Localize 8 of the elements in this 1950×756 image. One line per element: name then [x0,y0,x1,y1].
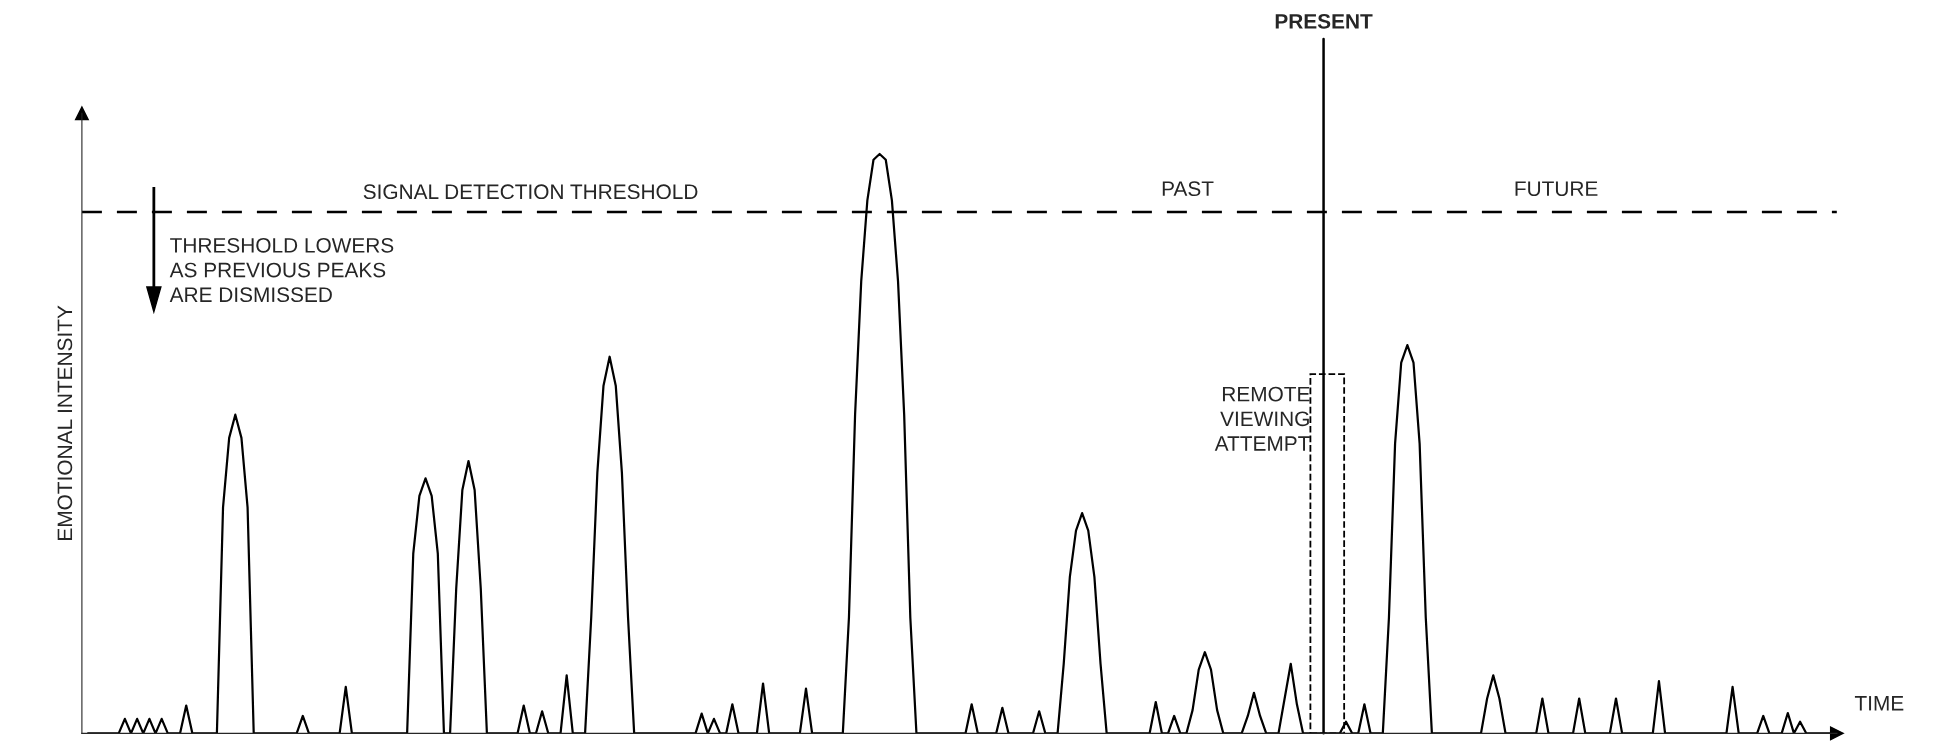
x-axis-title: TIME [1854,696,1904,711]
text: PRESENT [1275,13,1373,29]
ref-line-label: SIGNAL DETECTION THRESHOLD [363,184,698,200]
annotation: PAST [1162,181,1214,197]
annotation: REMOTE VIEWING ATTEMPT [1214,386,1310,451]
y-axis-title: EMOTIONAL INTENSITY [57,305,73,540]
annotation: FUTURE [1515,181,1598,197]
annotation: THRESHOLD LOWERS AS PREVIOUS PEAKS ARE DISMISSED [169,237,394,303]
